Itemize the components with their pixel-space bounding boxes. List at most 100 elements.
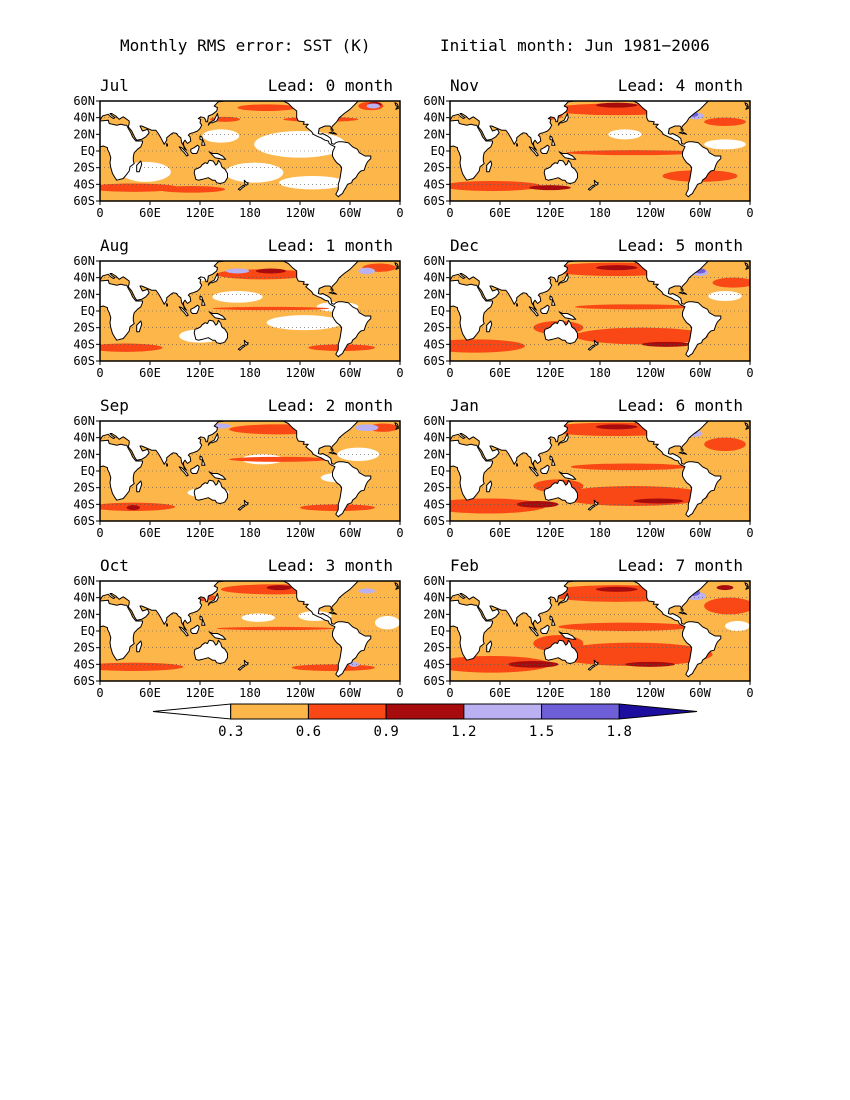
lon-tick-label: 120E xyxy=(536,366,565,380)
land-nz-south xyxy=(237,184,246,191)
mid-error-region xyxy=(158,186,225,193)
panel-lead-label: Lead: 4 month xyxy=(618,76,743,95)
mid-error-region xyxy=(566,150,700,156)
land-japan xyxy=(557,273,569,286)
land-new-guinea xyxy=(558,471,577,480)
very-high-error-region xyxy=(225,268,250,274)
land-uk xyxy=(744,102,749,110)
lat-tick-label: 60N xyxy=(73,414,95,428)
lon-tick-label: 180 xyxy=(239,526,261,540)
land-new-guinea xyxy=(208,151,227,160)
panel-lead-label: Lead: 3 month xyxy=(268,556,393,575)
lon-tick-label: 60E xyxy=(139,206,161,220)
land-americas xyxy=(282,421,372,518)
lat-tick-label: 60N xyxy=(73,94,95,108)
land-africa xyxy=(450,119,493,181)
land-sumatra xyxy=(528,626,539,637)
land-africa xyxy=(100,119,143,181)
lon-tick-label: 60E xyxy=(489,686,511,700)
low-error-region xyxy=(266,315,342,331)
lon-tick-label: 180 xyxy=(589,686,611,700)
mid-error-region xyxy=(100,662,184,671)
colorbar-label: 1.8 xyxy=(607,724,632,740)
lon-tick-label: 0 xyxy=(96,206,103,220)
lat-tick-label: 40N xyxy=(423,591,445,605)
lon-tick-label: 60W xyxy=(339,526,361,540)
mid-error-region xyxy=(558,622,692,631)
land-eurasia xyxy=(450,101,576,151)
lat-tick-label: EQ xyxy=(81,624,95,638)
lat-tick-label: 20N xyxy=(73,607,95,621)
lon-tick-label: 180 xyxy=(589,366,611,380)
panel-lead-label: Lead: 2 month xyxy=(268,396,393,415)
lat-tick-label: 20S xyxy=(73,161,95,175)
lat-tick-label: 40N xyxy=(73,591,95,605)
land-cuba xyxy=(328,451,338,455)
land-cuba xyxy=(678,451,688,455)
lat-tick-label: 40N xyxy=(73,271,95,285)
land-sri-lanka xyxy=(516,623,518,627)
land-borneo xyxy=(540,304,550,314)
land-nz-south xyxy=(237,664,246,671)
mid-error-region xyxy=(237,104,296,111)
lat-tick-label: 40S xyxy=(73,177,95,191)
land-nz-south xyxy=(237,504,246,511)
land-japan xyxy=(207,433,219,446)
land-cuba xyxy=(678,611,688,615)
land-africa xyxy=(450,279,493,341)
land-borneo xyxy=(190,624,200,634)
low-error-region xyxy=(725,621,750,631)
land-africa xyxy=(100,599,143,661)
land-sri-lanka xyxy=(516,143,518,147)
lat-tick-label: 60S xyxy=(423,194,445,208)
land-sumatra xyxy=(528,146,539,157)
lon-tick-label: 0 xyxy=(446,686,453,700)
land-sri-lanka xyxy=(166,463,168,467)
low-error-region xyxy=(225,162,284,183)
lon-tick-label: 0 xyxy=(96,526,103,540)
map-area xyxy=(100,581,400,681)
land-americas xyxy=(632,581,722,678)
lat-tick-label: 20N xyxy=(73,287,95,301)
colorbar-segment xyxy=(230,703,309,720)
land-philippines xyxy=(549,295,556,306)
lat-tick-label: 60S xyxy=(423,514,445,528)
panel-lead-label: Lead: 6 month xyxy=(618,396,743,415)
lon-tick-label: 0 xyxy=(746,366,753,380)
high-error-region xyxy=(716,585,734,591)
very-high-error-region xyxy=(358,588,375,594)
land-borneo xyxy=(540,464,550,474)
low-error-region xyxy=(279,176,346,190)
land-uk xyxy=(394,582,399,590)
lat-tick-label: 40S xyxy=(423,337,445,351)
lat-tick-label: EQ xyxy=(431,624,445,638)
lon-tick-label: 0 xyxy=(96,366,103,380)
land-new-guinea xyxy=(208,311,227,320)
land-africa xyxy=(450,439,493,501)
land-americas xyxy=(632,261,722,358)
land-australia xyxy=(543,319,578,344)
land-borneo xyxy=(190,144,200,154)
high-error-region xyxy=(633,498,684,504)
land-borneo xyxy=(540,624,550,634)
mid-error-region xyxy=(368,423,399,432)
lat-tick-label: 60N xyxy=(73,254,95,268)
colorbar-label: 1.5 xyxy=(529,724,554,740)
lon-tick-label: 120E xyxy=(536,686,565,700)
high-error-region xyxy=(595,586,638,592)
lon-tick-label: 0 xyxy=(446,366,453,380)
panel-month-label: Jan xyxy=(450,396,479,415)
lat-tick-label: 20S xyxy=(423,161,445,175)
lon-tick-label: 120W xyxy=(636,366,666,380)
lon-tick-label: 120W xyxy=(286,206,316,220)
lat-tick-label: 20N xyxy=(423,607,445,621)
land-eurasia xyxy=(100,101,226,151)
land-sumatra xyxy=(528,466,539,477)
land-japan xyxy=(557,433,569,446)
land-uk xyxy=(394,262,399,270)
